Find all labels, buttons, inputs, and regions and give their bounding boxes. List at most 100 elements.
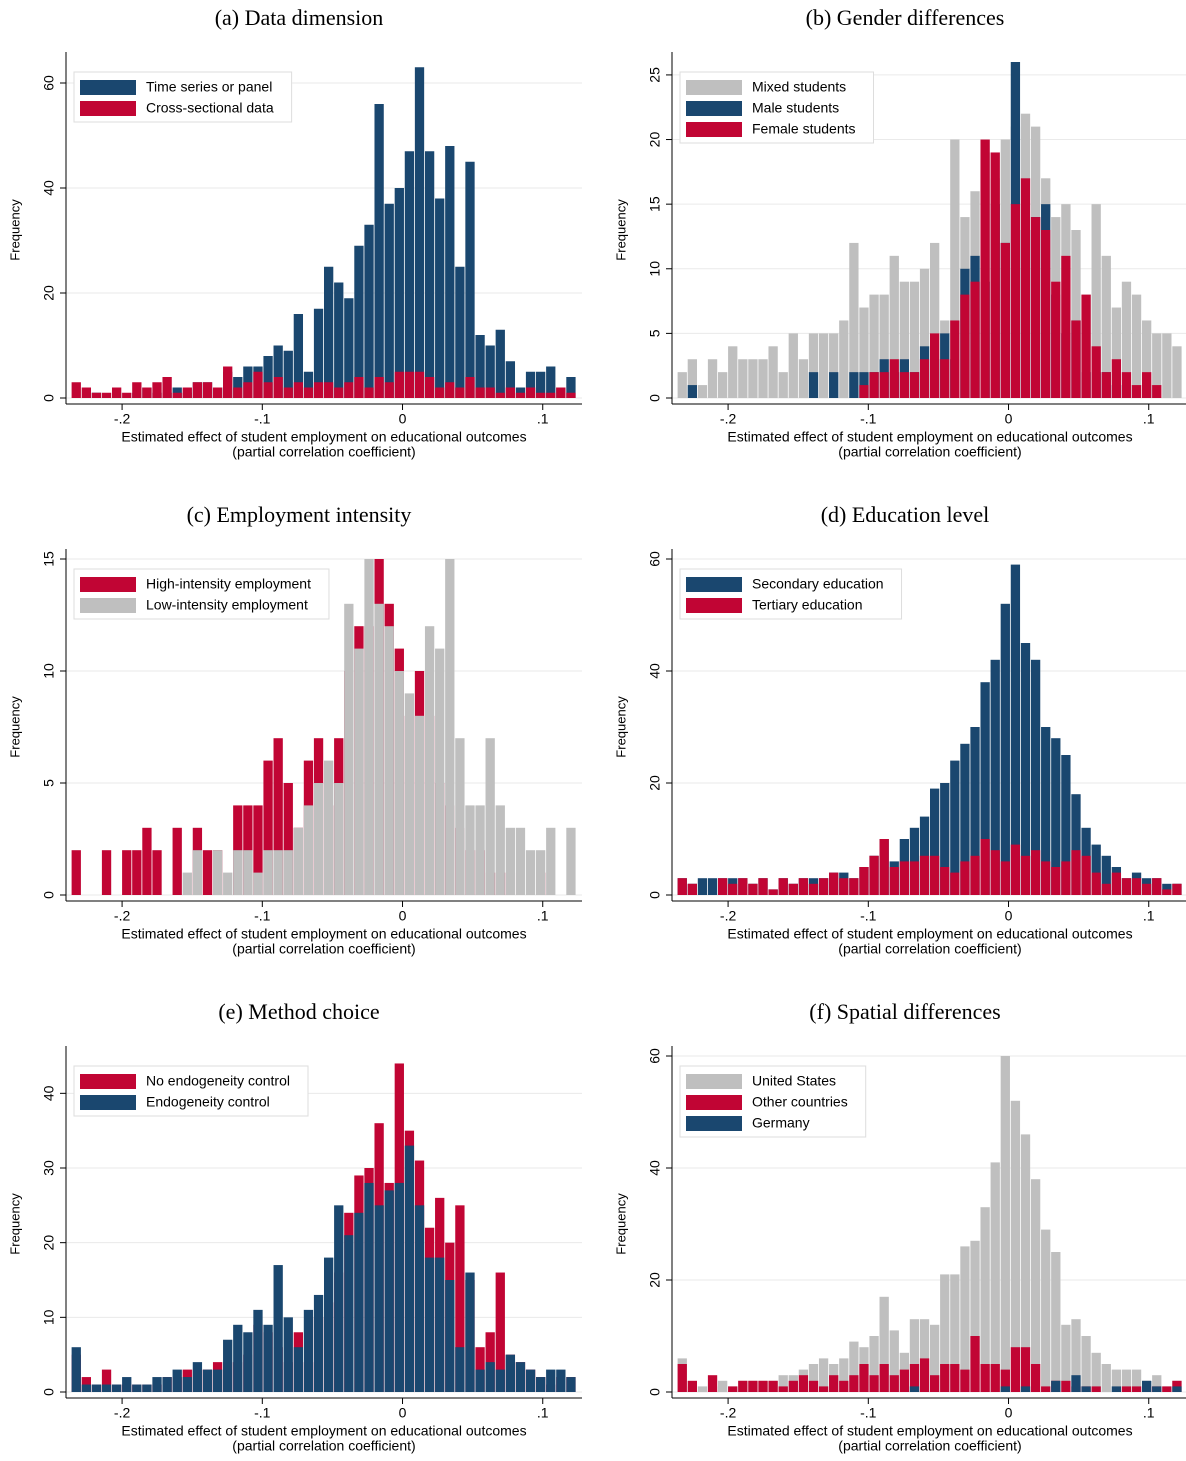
bar (445, 382, 455, 398)
bar (1061, 1324, 1071, 1392)
bar (990, 1162, 1000, 1392)
bar (344, 1235, 354, 1392)
x-tick-label: -.1 (860, 1405, 877, 1421)
bar (283, 350, 293, 398)
bar (1020, 1134, 1031, 1392)
bar (1142, 1380, 1152, 1392)
bar (980, 682, 990, 895)
x-tick-label: 0 (399, 1405, 407, 1421)
bar (566, 377, 576, 398)
bar (1000, 1386, 1010, 1392)
x-tick-label: 0 (1005, 411, 1013, 427)
y-tick-label: 10 (41, 663, 57, 679)
x-tick-label: 0 (1005, 908, 1013, 924)
bar (839, 878, 849, 895)
bar (980, 139, 990, 399)
bar (334, 282, 344, 398)
legend-swatch (80, 80, 136, 95)
bar (414, 1205, 425, 1392)
legend-label: Cross-sectional data (146, 100, 274, 116)
bar (384, 382, 394, 398)
bar (768, 346, 778, 398)
x-tick-label: -.1 (860, 411, 877, 427)
bar (1091, 1386, 1101, 1392)
y-tick-label: 25 (647, 67, 663, 83)
legend-label: Female students (752, 121, 856, 137)
bar (728, 1386, 738, 1392)
bar (91, 392, 102, 398)
bar (455, 387, 465, 398)
bar (324, 760, 334, 895)
chart-title: (b) Gender differences (806, 5, 1005, 30)
bar (1131, 878, 1142, 895)
bar (455, 1347, 465, 1392)
bar (909, 281, 920, 398)
bar (364, 387, 374, 398)
legend-label: Male students (752, 100, 839, 116)
bar (778, 1375, 788, 1392)
bar (1030, 659, 1041, 895)
bar (940, 1274, 950, 1392)
bar (990, 1364, 1000, 1392)
bar (808, 372, 819, 398)
bar (808, 1380, 819, 1392)
bar (930, 333, 940, 398)
legend: No endogeneity control Endogeneity contro… (73, 1065, 309, 1117)
bar (1051, 1380, 1061, 1392)
bar (263, 1324, 273, 1392)
bar (182, 872, 192, 895)
x-axis-label: Estimated effect of student employment o… (727, 926, 1132, 942)
bar (1041, 1386, 1051, 1392)
bar (313, 308, 324, 398)
bar (869, 1375, 879, 1392)
bar (475, 1347, 485, 1392)
x-tick-label: -.2 (720, 1405, 737, 1421)
legend-swatch (686, 101, 742, 116)
bar (869, 855, 879, 895)
bar (1030, 1364, 1041, 1392)
chart-title: (d) Education level (821, 502, 990, 527)
bar (273, 738, 283, 895)
y-tick-label: 20 (41, 285, 57, 301)
bar (788, 333, 798, 398)
bar (132, 1384, 142, 1392)
bar (1111, 1369, 1122, 1392)
bar (202, 1369, 213, 1392)
legend-swatch (80, 101, 136, 116)
bar (717, 372, 728, 398)
bar (1071, 230, 1081, 398)
bar (1061, 755, 1071, 895)
bar (849, 1375, 859, 1392)
bar (465, 377, 475, 398)
bar (1081, 294, 1091, 398)
bar (1041, 861, 1051, 895)
bar (849, 372, 859, 398)
bar (546, 1369, 556, 1392)
x-axis-label: Estimated effect of student employment o… (727, 1423, 1132, 1439)
bar (930, 788, 940, 895)
legend-label: High-intensity employment (146, 576, 311, 592)
bar (455, 266, 465, 398)
bar (364, 559, 374, 895)
bar (324, 266, 334, 398)
panel: (c) Employment intensity 0 5 10 15 -.2 -.1 0 .1 E… (7, 502, 582, 957)
bar (505, 387, 516, 398)
bar (1152, 1386, 1162, 1392)
legend-swatch (686, 577, 742, 592)
x-axis-label: (partial correlation coefficient) (232, 444, 415, 460)
bar (758, 359, 768, 398)
bar (566, 1377, 576, 1392)
y-tick-label: 20 (41, 1235, 57, 1251)
bar (566, 392, 576, 398)
bar (829, 333, 839, 398)
bar (859, 372, 869, 398)
bar (71, 1347, 81, 1392)
bar (132, 850, 142, 895)
bar (818, 1358, 829, 1392)
bar (354, 1212, 364, 1392)
bar (1000, 603, 1010, 895)
bar (1051, 1252, 1061, 1392)
bar (909, 372, 920, 398)
bar (778, 372, 788, 398)
bar (677, 372, 687, 398)
